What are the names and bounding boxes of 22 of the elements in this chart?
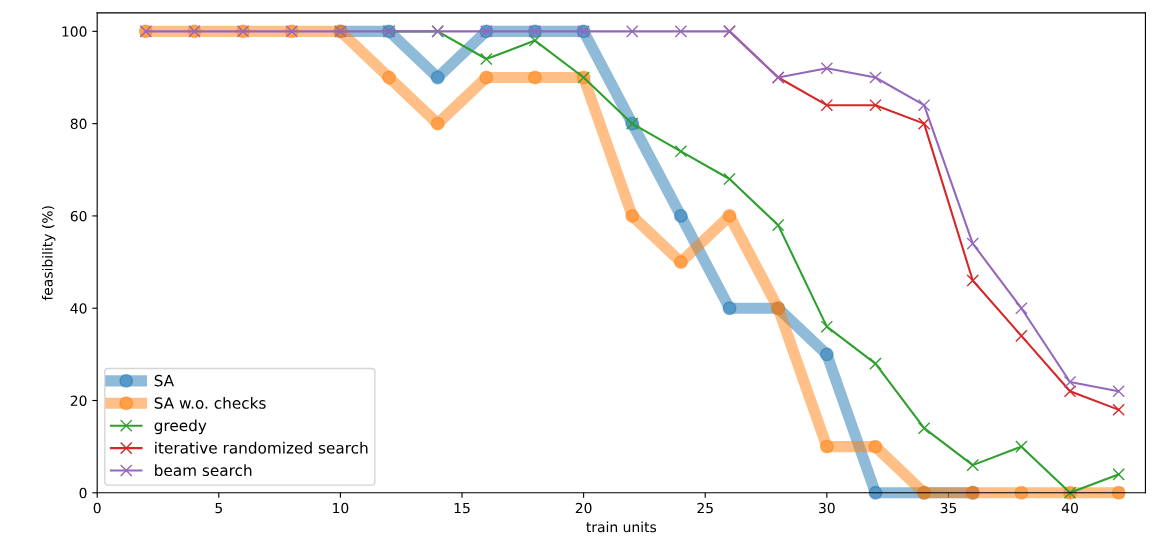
x-tick-label: 10 [333,502,349,514]
x-tick-label: 15 [454,502,470,514]
legend-label: beam search [155,464,252,477]
y-tick-label: 100 [62,26,87,37]
y-tick-label: 20 [70,395,87,406]
legend-label: SA [154,374,175,387]
y-tick-label: 0 [79,487,87,499]
x-axis-title: train units [586,521,657,533]
y-tick-label: 40 [70,303,87,314]
x-tick-label: 35 [940,502,957,514]
x-tick-label: 0 [93,502,101,514]
x-tick-label: 30 [819,502,835,514]
legend-label: iterative randomized search [155,441,368,454]
x-tick-label: 25 [697,502,713,514]
x-tick-label: 40 [1061,502,1078,514]
x-tick-label: 5 [215,502,222,514]
legend-label: greedy [154,419,207,435]
y-tick-label: 60 [70,210,87,222]
x-tick-label: 20 [575,502,592,514]
y-tick-label: 80 [70,118,87,130]
legend-label: SA w.o. checks [154,396,266,409]
y-axis-title: feasibility (%) [41,206,56,301]
